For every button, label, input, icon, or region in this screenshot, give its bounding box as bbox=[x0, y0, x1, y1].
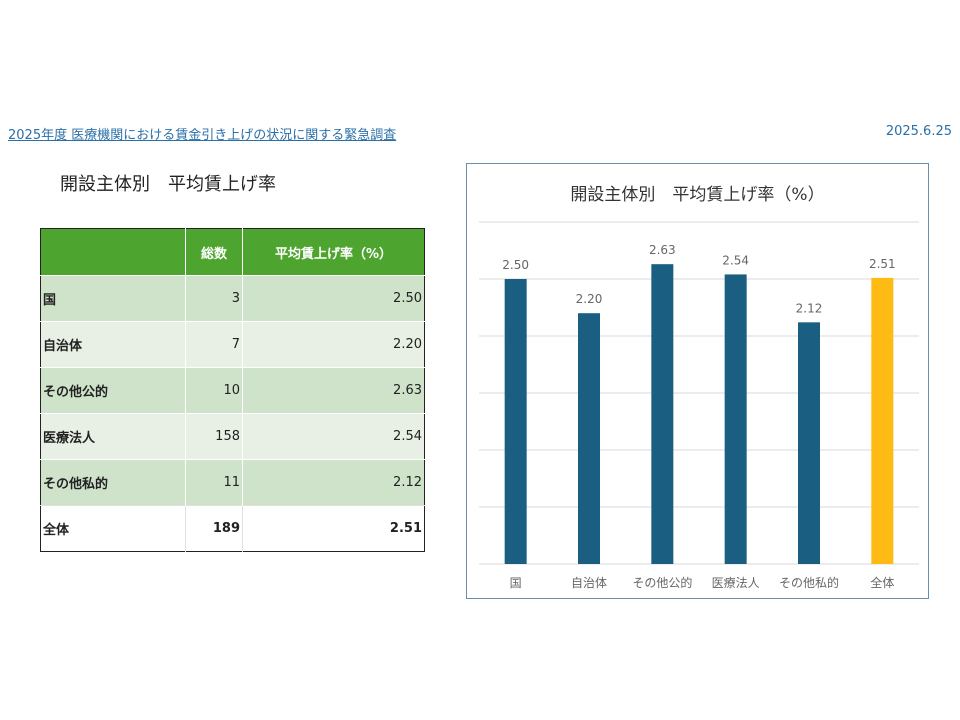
rate-table: 総数 平均賃上げ率（%） 国 3 2.50 自治体 7 2.20 その他公的 1… bbox=[40, 228, 425, 552]
row-label: その他私的 bbox=[40, 459, 186, 506]
row-count: 189 bbox=[185, 505, 243, 552]
row-rate: 2.63 bbox=[242, 367, 425, 414]
x-tick-label: 国 bbox=[510, 576, 522, 590]
bar-5 bbox=[871, 277, 894, 564]
row-label: 自治体 bbox=[40, 321, 186, 368]
row-count: 7 bbox=[185, 321, 243, 368]
table-row: その他私的 11 2.12 bbox=[40, 459, 425, 506]
bar-3 bbox=[724, 274, 747, 564]
header-rate-cell: 平均賃上げ率（%） bbox=[242, 228, 425, 276]
table-row: その他公的 10 2.63 bbox=[40, 367, 425, 414]
data-label: 2.63 bbox=[649, 243, 676, 257]
data-label: 2.12 bbox=[796, 301, 823, 315]
table-row: 国 3 2.50 bbox=[40, 275, 425, 322]
bar-4 bbox=[798, 322, 820, 564]
row-rate: 2.12 bbox=[242, 459, 425, 506]
survey-title-link[interactable]: 2025年度 医療機関における賃金引き上げの状況に関する緊急調査 bbox=[8, 128, 397, 143]
data-label: 2.54 bbox=[722, 253, 749, 267]
bar-2 bbox=[651, 264, 674, 564]
x-tick-label: その他公的 bbox=[632, 575, 692, 590]
x-tick-label: その他私的 bbox=[779, 575, 839, 590]
row-count: 10 bbox=[185, 367, 243, 414]
table-total-row: 全体 189 2.51 bbox=[40, 505, 425, 552]
row-label: 国 bbox=[40, 275, 186, 322]
row-rate: 2.54 bbox=[242, 413, 425, 460]
bar-0 bbox=[504, 279, 527, 564]
x-tick-label: 医療法人 bbox=[712, 576, 760, 590]
x-tick-label: 自治体 bbox=[571, 576, 607, 590]
row-label: 医療法人 bbox=[40, 413, 186, 460]
x-tick-label: 全体 bbox=[870, 575, 894, 590]
row-rate: 2.50 bbox=[242, 275, 425, 322]
table-header-row: 総数 平均賃上げ率（%） bbox=[40, 228, 425, 276]
data-label: 2.51 bbox=[869, 257, 896, 271]
data-label: 2.20 bbox=[576, 292, 603, 306]
row-count: 3 bbox=[185, 275, 243, 322]
row-rate: 2.20 bbox=[242, 321, 425, 368]
table-row: 医療法人 158 2.54 bbox=[40, 413, 425, 460]
row-count: 158 bbox=[185, 413, 243, 460]
chart-panel: 開設主体別 平均賃上げ率（%） 2.50 国 2.20 自治体 2.63 その他公的 2.5… bbox=[466, 163, 929, 599]
survey-date: 2025.6.25 bbox=[885, 124, 952, 139]
table-row: 自治体 7 2.20 bbox=[40, 321, 425, 368]
table-title: 開設主体別 平均賃上げ率 bbox=[60, 174, 276, 195]
row-label: その他公的 bbox=[40, 367, 186, 414]
header-label-cell bbox=[40, 228, 186, 276]
header-count-cell: 総数 bbox=[185, 228, 243, 276]
bar-chart: 2.50 国 2.20 自治体 2.63 その他公的 2.54 医療法人 2.12 その他私的 2.… bbox=[479, 221, 919, 590]
bar-1 bbox=[578, 313, 600, 564]
row-count: 11 bbox=[185, 459, 243, 506]
row-rate: 2.51 bbox=[242, 505, 425, 552]
data-label: 2.50 bbox=[502, 258, 529, 272]
chart-title: 開設主体別 平均賃上げ率（%） bbox=[570, 185, 825, 205]
row-label: 全体 bbox=[40, 505, 186, 552]
